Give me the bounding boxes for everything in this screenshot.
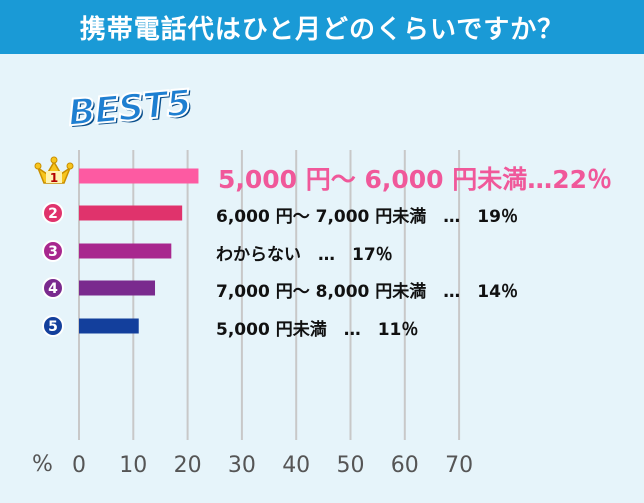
- x-tick-label: 0: [72, 453, 86, 478]
- bar-data-label: 7,000 円〜 8,000 円未満 … 14％: [216, 282, 518, 302]
- rank-circle-icon: [42, 277, 64, 299]
- page-title: 携帯電話代はひと月どのくらいですか？: [79, 14, 565, 45]
- x-tick-label: 20: [174, 453, 202, 478]
- x-tick-label: 10: [119, 453, 147, 478]
- x-tick-label: 40: [282, 453, 310, 478]
- rank-number: 2: [48, 206, 58, 222]
- bar: [79, 318, 139, 334]
- bar: [79, 280, 156, 296]
- rank-circle-icon: [42, 240, 64, 262]
- bar-data-label: 5,000 円未満 … 11％: [216, 320, 419, 340]
- bar-data-label: 5,000 円〜 6,000 円未満…22％: [218, 165, 613, 194]
- rank-number: 1: [50, 171, 58, 185]
- rank-circle-icon: [42, 315, 64, 337]
- bar: [79, 205, 183, 221]
- bar-data-label: わからない … 17％: [216, 245, 393, 265]
- bar: [79, 243, 172, 259]
- bar: [79, 168, 199, 184]
- x-tick-label: 70: [445, 453, 473, 478]
- x-tick-label: 30: [228, 453, 256, 478]
- rank-circle-icon: [42, 202, 64, 224]
- rank-number: 4: [48, 281, 58, 297]
- x-axis-unit-label: %: [32, 452, 53, 477]
- x-tick-label: 60: [391, 453, 419, 478]
- crown-icon: 1: [34, 156, 74, 185]
- bar-data-label: 6,000 円〜 7,000 円未満 … 19％: [216, 207, 518, 227]
- rank-number: 5: [48, 319, 58, 335]
- rank-number: 3: [48, 244, 58, 260]
- title-bar: 携帯電話代はひと月どのくらいですか？: [0, 0, 644, 54]
- x-tick-label: 50: [337, 453, 365, 478]
